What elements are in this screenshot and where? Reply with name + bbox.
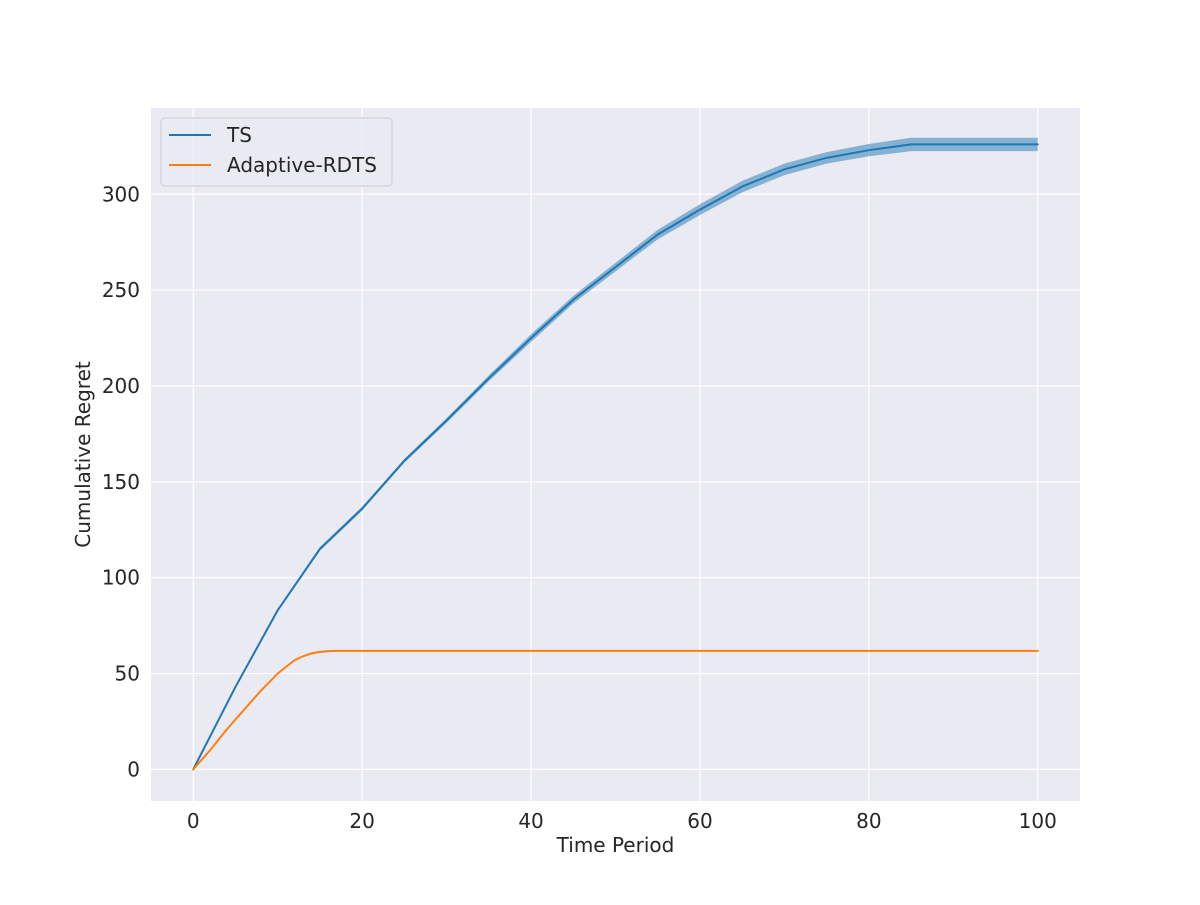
y-tick-label: 250 — [102, 278, 140, 302]
legend-box — [160, 117, 393, 187]
y-tick-label: 200 — [102, 374, 140, 398]
x-tick-labels: 0 20 40 60 80 100 — [187, 809, 1057, 833]
grid — [151, 108, 1080, 801]
series-line-ts — [192, 143, 1039, 771]
x-tick-label: 40 — [518, 809, 543, 833]
x-axis-label: Time Period — [556, 833, 675, 857]
legend: TS Adaptive-RDTS — [160, 117, 393, 187]
series-line-adaptive-rdts — [192, 649, 1039, 771]
y-tick-label: 100 — [102, 566, 140, 590]
y-tick-label: 300 — [102, 182, 140, 206]
x-tick-label: 0 — [187, 809, 200, 833]
x-tick-label: 60 — [687, 809, 712, 833]
x-tick-label: 100 — [1019, 809, 1057, 833]
plot-area — [151, 108, 1080, 801]
x-tick-label: 80 — [856, 809, 881, 833]
legend-label-ts: TS — [226, 123, 252, 147]
confidence-bands — [193, 137, 1038, 770]
x-tick-label: 20 — [349, 809, 374, 833]
y-axis-label: Cumulative Regret — [71, 361, 95, 548]
legend-label-adaptive-rdts: Adaptive-RDTS — [227, 153, 377, 177]
y-tick-label: 50 — [115, 662, 140, 686]
y-tick-label: 0 — [127, 757, 140, 781]
series-lines — [192, 143, 1039, 771]
y-tick-labels: 0 50 100 150 200 250 300 — [102, 182, 140, 781]
y-tick-label: 150 — [102, 470, 140, 494]
series-band-ts — [193, 137, 1038, 770]
